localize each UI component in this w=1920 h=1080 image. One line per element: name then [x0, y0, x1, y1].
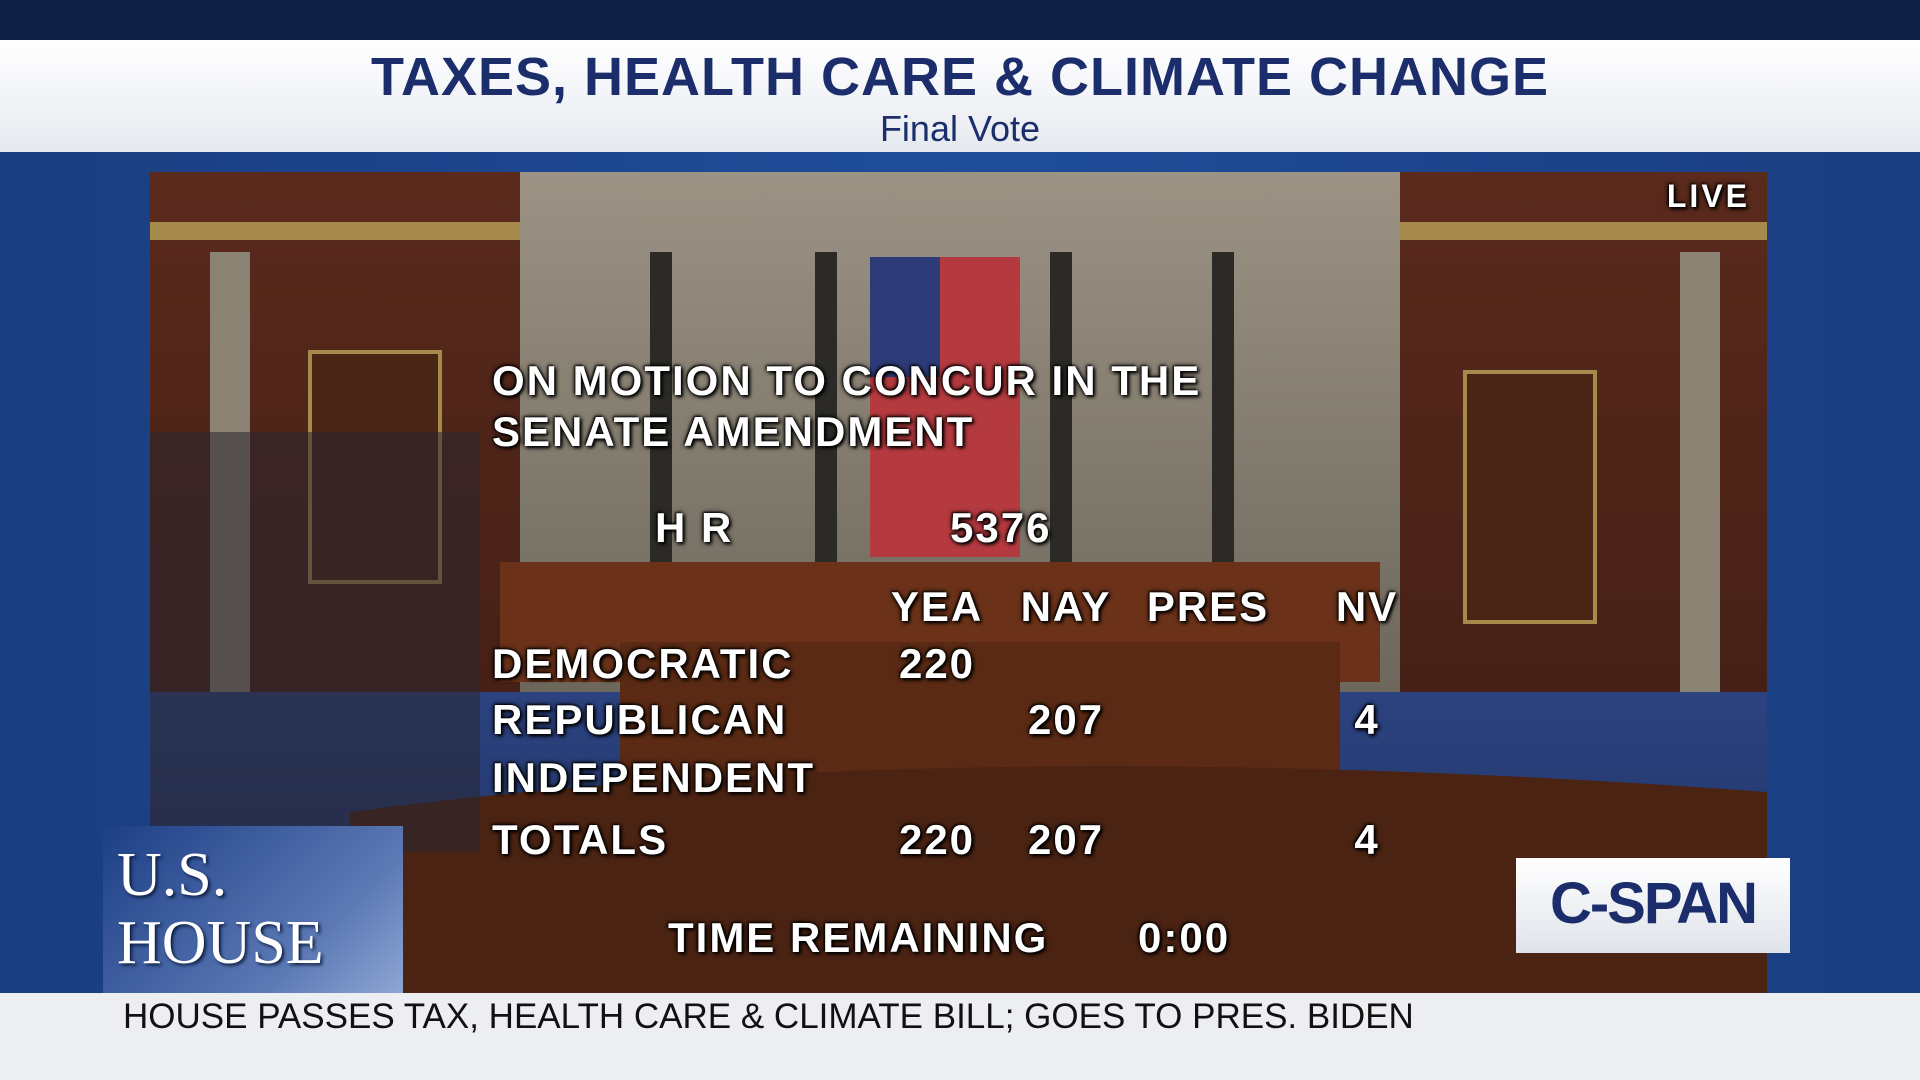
live-indicator: LIVE [1666, 178, 1750, 214]
network-logo: C-SPAN [1516, 858, 1790, 953]
vote-count: 207 [1027, 696, 1105, 743]
bill-label: H R [655, 504, 734, 551]
vote-count: 220 [898, 816, 976, 863]
motion-text: SENATE AMENDMENT [492, 408, 975, 455]
column-header: NV [1335, 583, 1399, 630]
logo-text: C-SPAN [1549, 871, 1758, 936]
ticker-text: HOUSE PASSES TAX, HEALTH CARE & CLIMATE … [123, 997, 1414, 1036]
logo-text: HOUSE [117, 909, 324, 977]
logo-text: U.S. [117, 841, 228, 909]
header-bar: TAXES, HEALTH CARE & CLIMATE CHANGE Fina… [0, 40, 1920, 152]
column-header: YEA [890, 583, 984, 630]
title: TAXES, HEALTH CARE & CLIMATE CHANGE [371, 47, 1549, 107]
column-header: NAY [1020, 583, 1112, 630]
vote-count: 220 [898, 640, 976, 687]
party-label: REPUBLICAN [492, 696, 788, 743]
house-logo: U.S. HOUSE [103, 826, 403, 993]
chamber-scene [150, 172, 1767, 993]
party-label: TOTALS [492, 816, 669, 863]
vote-count: 4 [1354, 696, 1380, 743]
vote-count: 207 [1027, 816, 1105, 863]
bill-number: 5376 [950, 504, 1052, 551]
time-value: 0:00 [1138, 914, 1231, 961]
ticker-bar: HOUSE PASSES TAX, HEALTH CARE & CLIMATE … [0, 993, 1920, 1080]
subtitle: Final Vote [879, 108, 1041, 149]
vote-count: 4 [1354, 816, 1380, 863]
column-header: PRES [1146, 583, 1270, 630]
party-label: DEMOCRATIC [492, 640, 794, 687]
vote-board: ON MOTION TO CONCUR IN THE SENATE AMENDME… [150, 172, 1767, 993]
time-label: TIME REMAINING [668, 914, 1049, 961]
party-label: INDEPENDENT [492, 754, 816, 801]
motion-text: ON MOTION TO CONCUR IN THE [492, 357, 1202, 404]
video-feed: ON MOTION TO CONCUR IN THE SENATE AMENDME… [150, 172, 1767, 993]
top-band [0, 0, 1920, 40]
